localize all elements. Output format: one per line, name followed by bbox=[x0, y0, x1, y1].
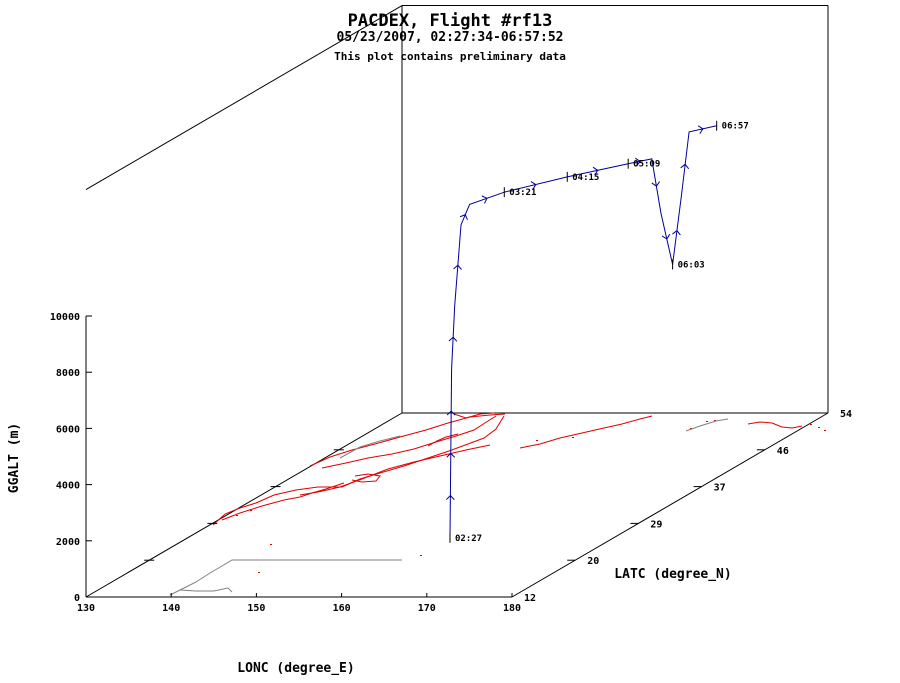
y-tick-label: 54 bbox=[840, 409, 852, 420]
preliminary-note: This plot contains preliminary data bbox=[334, 50, 566, 63]
track-shadow-segment bbox=[685, 418, 729, 432]
y-axis-line bbox=[511, 412, 829, 598]
flight-track bbox=[446, 125, 717, 538]
coastline-segment bbox=[299, 444, 491, 496]
direction-arrow bbox=[446, 410, 456, 416]
coastline-segment bbox=[519, 415, 653, 449]
direction-arrow bbox=[453, 264, 462, 270]
z-tick-label: 4000 bbox=[56, 481, 80, 492]
chart-title: PACDEX, Flight #rf13 bbox=[348, 11, 553, 31]
island-dot bbox=[536, 440, 538, 441]
island-dot bbox=[810, 424, 812, 425]
y-tick-label: 29 bbox=[650, 519, 662, 530]
z-axis-label: GGALT (m) bbox=[7, 423, 22, 493]
time-label: 06:03 bbox=[678, 260, 705, 270]
island-dot bbox=[236, 515, 238, 516]
island-dot bbox=[824, 430, 826, 431]
time-label: 05:09 bbox=[633, 160, 660, 170]
direction-arrow bbox=[530, 181, 537, 190]
direction-arrow bbox=[459, 213, 468, 221]
z-tick-label: 2000 bbox=[56, 537, 80, 548]
y-tick-label: 46 bbox=[777, 446, 789, 457]
z-tick-label: 8000 bbox=[56, 368, 80, 379]
track-shadow-segment bbox=[339, 435, 401, 459]
flight-track-line bbox=[449, 125, 717, 538]
time-labels: 02:27 03:21 04:15 05:09 06:03 06:57 bbox=[449, 120, 749, 544]
track-shadow-segment bbox=[179, 587, 233, 593]
x-tick-label: 140 bbox=[162, 603, 180, 614]
z-tick-label: 6000 bbox=[56, 424, 80, 435]
coastline-segment bbox=[427, 433, 459, 447]
island-dot bbox=[714, 420, 716, 421]
top-left-edge bbox=[85, 5, 403, 190]
y-tick-label: 20 bbox=[587, 556, 599, 567]
island-dot bbox=[270, 544, 272, 545]
track-shadow-segment bbox=[169, 559, 402, 596]
island-dot bbox=[420, 555, 422, 556]
direction-arrow bbox=[661, 233, 671, 240]
coastline-segment bbox=[321, 415, 497, 469]
y-axis-label: LATC (degree_N) bbox=[614, 567, 731, 582]
coastline-segment bbox=[221, 482, 345, 521]
time-label: 03:21 bbox=[509, 188, 536, 198]
floor-back-edge bbox=[85, 412, 403, 598]
coastline-segment bbox=[212, 415, 505, 526]
track-ground-shadow bbox=[169, 418, 729, 596]
island-dot bbox=[818, 427, 820, 428]
island-dot bbox=[572, 437, 574, 438]
y-tick-label: 37 bbox=[714, 483, 726, 494]
coastline-projection bbox=[212, 412, 826, 573]
direction-arrow bbox=[592, 166, 599, 176]
direction-arrow bbox=[634, 157, 641, 167]
x-tick-label: 160 bbox=[333, 603, 351, 614]
x-tick-label: 170 bbox=[418, 603, 436, 614]
direction-arrow bbox=[446, 494, 455, 500]
plot-box-frame bbox=[85, 5, 829, 598]
z-tick-label: 0 bbox=[74, 593, 80, 604]
coastline-segment bbox=[747, 421, 803, 429]
time-label: 06:57 bbox=[722, 122, 749, 132]
direction-arrow bbox=[446, 452, 456, 458]
island-dot bbox=[258, 572, 260, 573]
coastline-segment bbox=[453, 412, 495, 419]
direction-arrow bbox=[680, 163, 690, 170]
island-dot bbox=[250, 510, 252, 511]
direction-arrow bbox=[697, 125, 704, 134]
x-tick-label: 180 bbox=[503, 603, 521, 614]
island-dot bbox=[706, 421, 708, 422]
time-label: 04:15 bbox=[572, 173, 599, 183]
coastline-segment bbox=[351, 473, 381, 483]
direction-arrow bbox=[448, 336, 458, 342]
direction-arrow bbox=[651, 181, 661, 187]
direction-arrow bbox=[672, 229, 681, 236]
time-label: 02:27 bbox=[455, 534, 482, 544]
direction-arrow bbox=[481, 195, 488, 204]
x-tick-label: 130 bbox=[77, 603, 95, 614]
coastline-segment bbox=[309, 413, 506, 467]
x-tick-label: 150 bbox=[247, 603, 265, 614]
chart-subtitle: 05/23/2007, 02:27:34-06:57:52 bbox=[337, 30, 564, 45]
z-tick-label: 10000 bbox=[50, 312, 80, 323]
y-tick-label: 12 bbox=[524, 593, 536, 604]
x-axis-label: LONC (degree_E) bbox=[237, 661, 354, 676]
island-dot bbox=[690, 428, 692, 429]
